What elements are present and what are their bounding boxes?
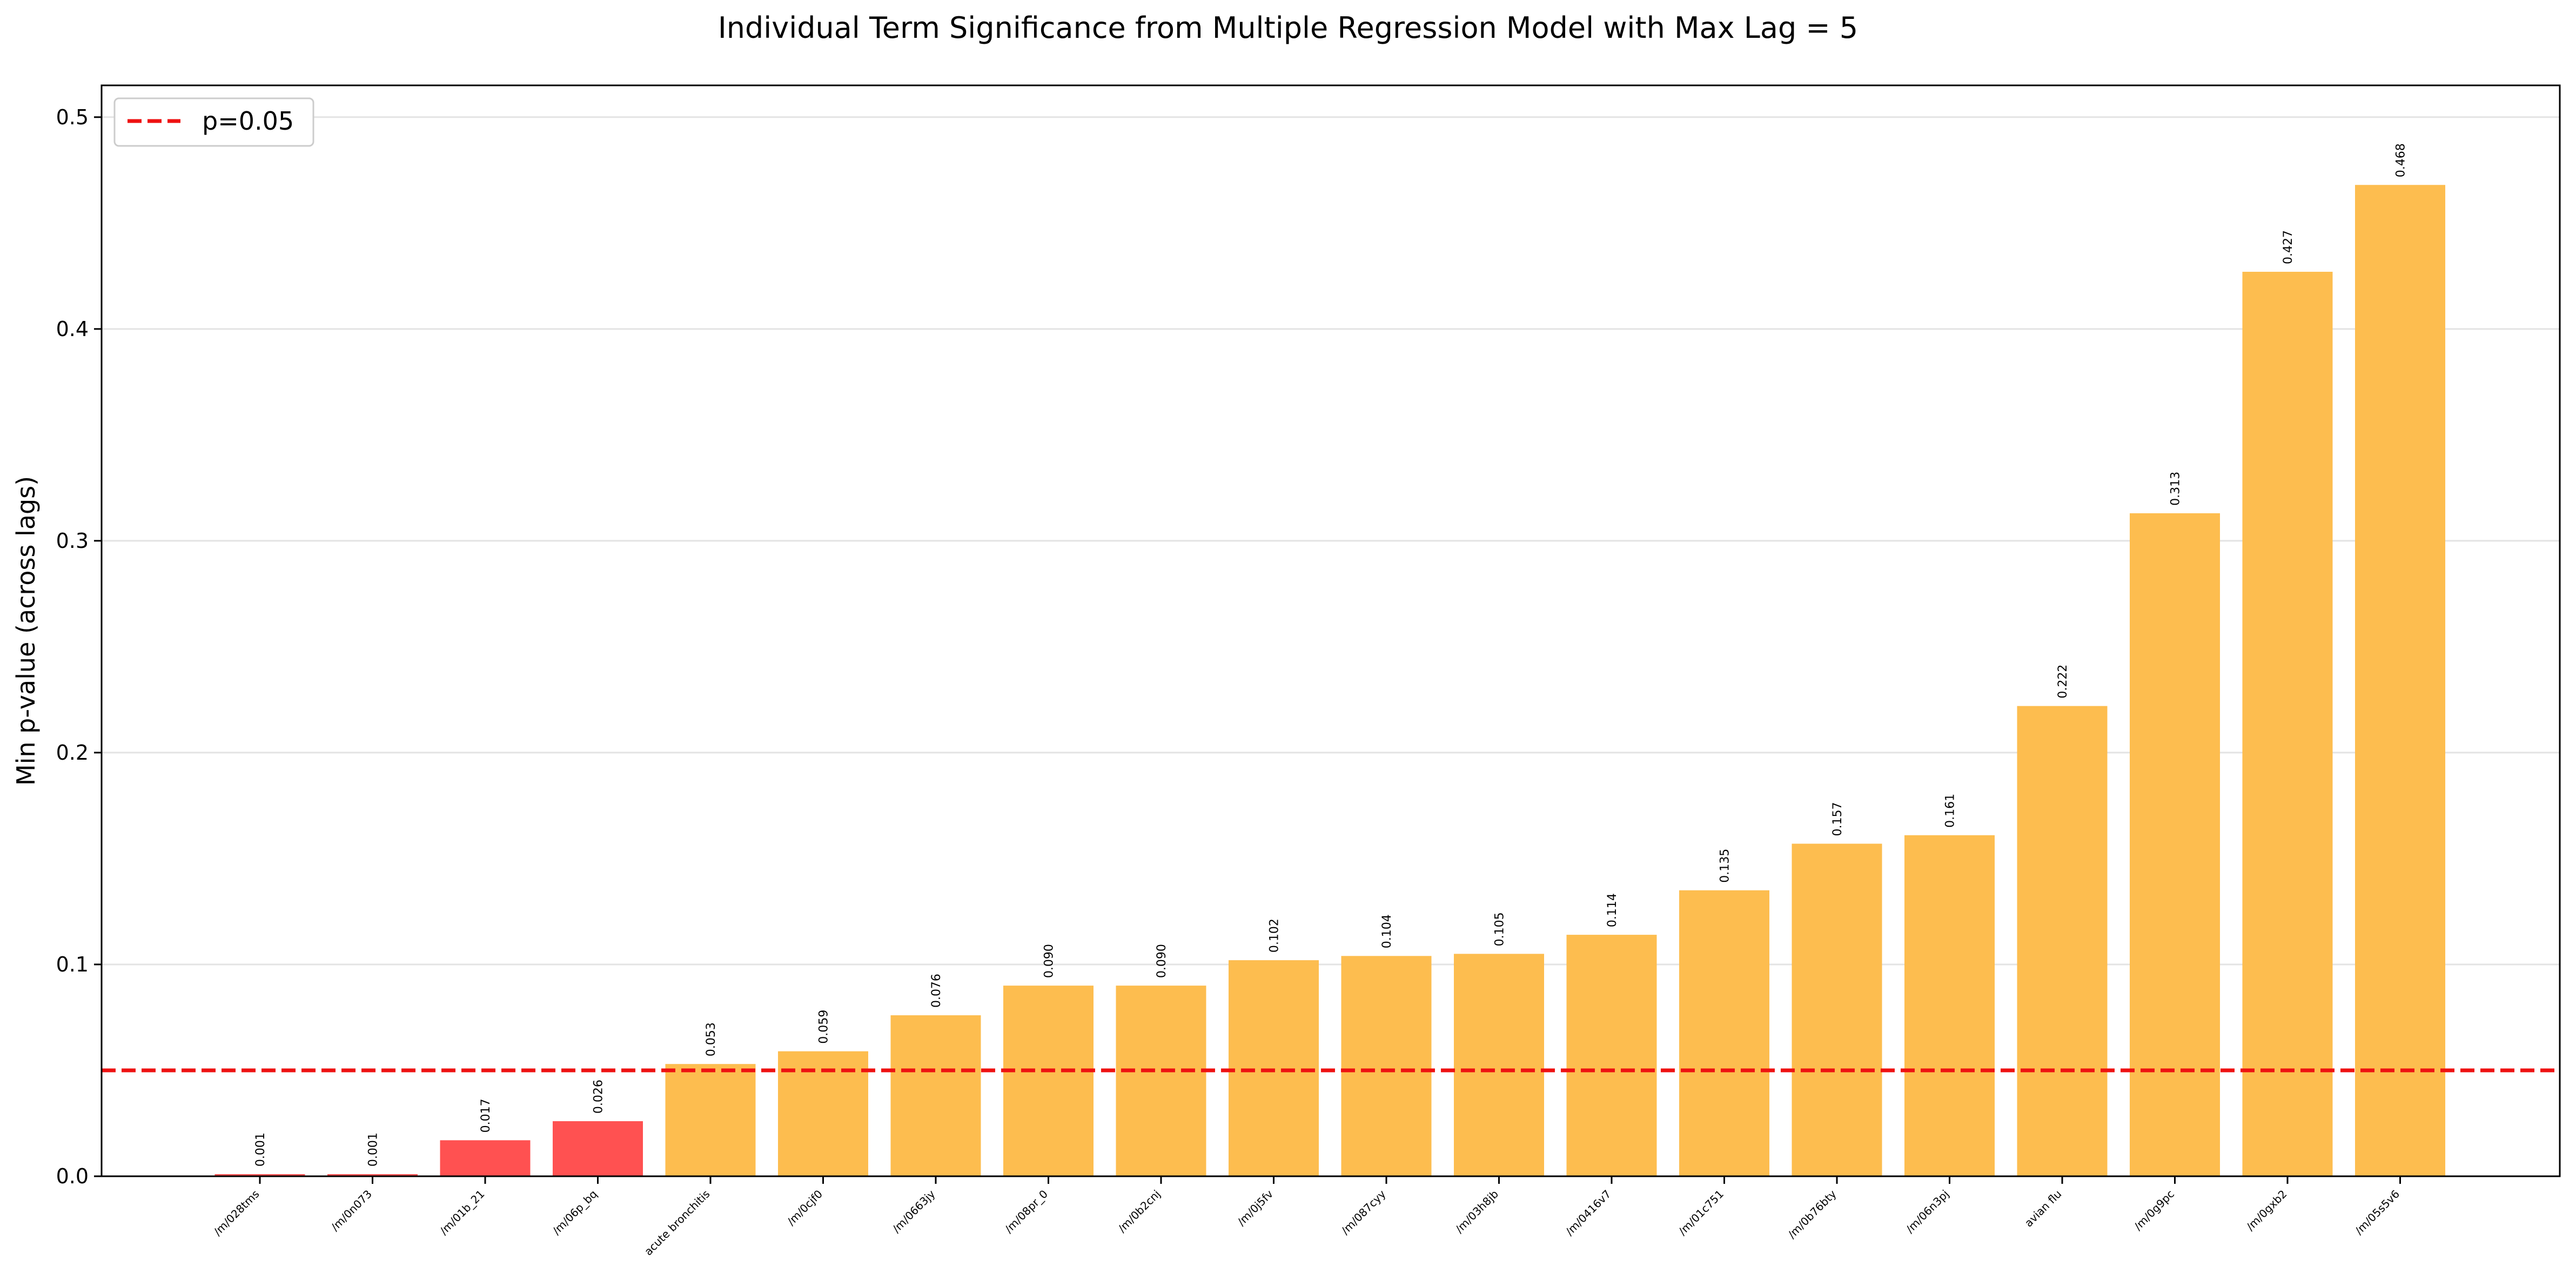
- bar: [1679, 890, 1769, 1176]
- data-labels: 0.001 0.001 0.017 0.026 0.053 0.059 0.076 0.090…: [254, 143, 2408, 1167]
- bar-value-label: 0.104: [1380, 914, 1394, 948]
- legend: p=0.05: [113, 97, 314, 147]
- y-tick-label: 0.4: [56, 317, 89, 341]
- bar: [1454, 954, 1544, 1176]
- bar: [327, 1174, 418, 1176]
- y-tick-label: 0.5: [56, 105, 89, 129]
- bar: [2242, 271, 2333, 1177]
- bar: [1341, 956, 1432, 1176]
- bar: [665, 1064, 756, 1176]
- y-tick-label: 0.1: [56, 953, 89, 976]
- bar: [2355, 185, 2445, 1176]
- y-tick-label: 0.2: [56, 741, 89, 765]
- chart-title: Individual Term Significance from Multip…: [718, 11, 1858, 45]
- bar-value-label: 0.135: [1719, 849, 1732, 883]
- bar-value-label: 0.059: [817, 1010, 831, 1044]
- legend-box: [113, 97, 314, 147]
- bar-value-label: 0.017: [479, 1098, 493, 1132]
- bar: [214, 1174, 305, 1176]
- bar-value-label: 0.090: [1043, 944, 1056, 978]
- bar: [1792, 843, 1882, 1176]
- bars: [214, 185, 2445, 1177]
- legend-label: p=0.05: [202, 106, 294, 136]
- y-tick-label: 0.3: [56, 529, 89, 553]
- bar-value-label: 0.053: [705, 1022, 718, 1056]
- bar: [1003, 986, 1094, 1176]
- bar: [890, 1015, 981, 1176]
- bar-value-label: 0.090: [1155, 944, 1169, 978]
- bar: [2017, 706, 2108, 1176]
- bar-value-label: 0.026: [592, 1080, 606, 1114]
- y-tick-label: 0.0: [56, 1164, 89, 1188]
- bar: [440, 1140, 531, 1176]
- plot-frame: [100, 84, 2561, 1177]
- bar-value-label: 0.222: [2056, 665, 2070, 699]
- bar: [1116, 986, 1206, 1176]
- bar: [1566, 935, 1657, 1176]
- bar-value-label: 0.114: [1606, 893, 1619, 927]
- bar-value-label: 0.076: [930, 974, 943, 1008]
- bar-value-label: 0.001: [367, 1132, 380, 1167]
- bar-value-label: 0.313: [2169, 472, 2183, 506]
- bar-value-label: 0.157: [1831, 802, 1844, 836]
- bar-value-label: 0.161: [1944, 794, 1957, 828]
- bar: [2130, 513, 2220, 1176]
- bar: [1229, 960, 1319, 1176]
- bar-value-label: 0.102: [1268, 919, 1282, 953]
- bar-value-label: 0.105: [1493, 912, 1507, 946]
- bar-value-label: 0.001: [254, 1132, 267, 1167]
- y-axis-label: Min p-value (across lags): [11, 476, 41, 786]
- bar: [553, 1121, 643, 1176]
- bar-value-label: 0.427: [2282, 230, 2295, 264]
- bar-value-label: 0.468: [2394, 143, 2408, 177]
- bar: [1904, 835, 1995, 1176]
